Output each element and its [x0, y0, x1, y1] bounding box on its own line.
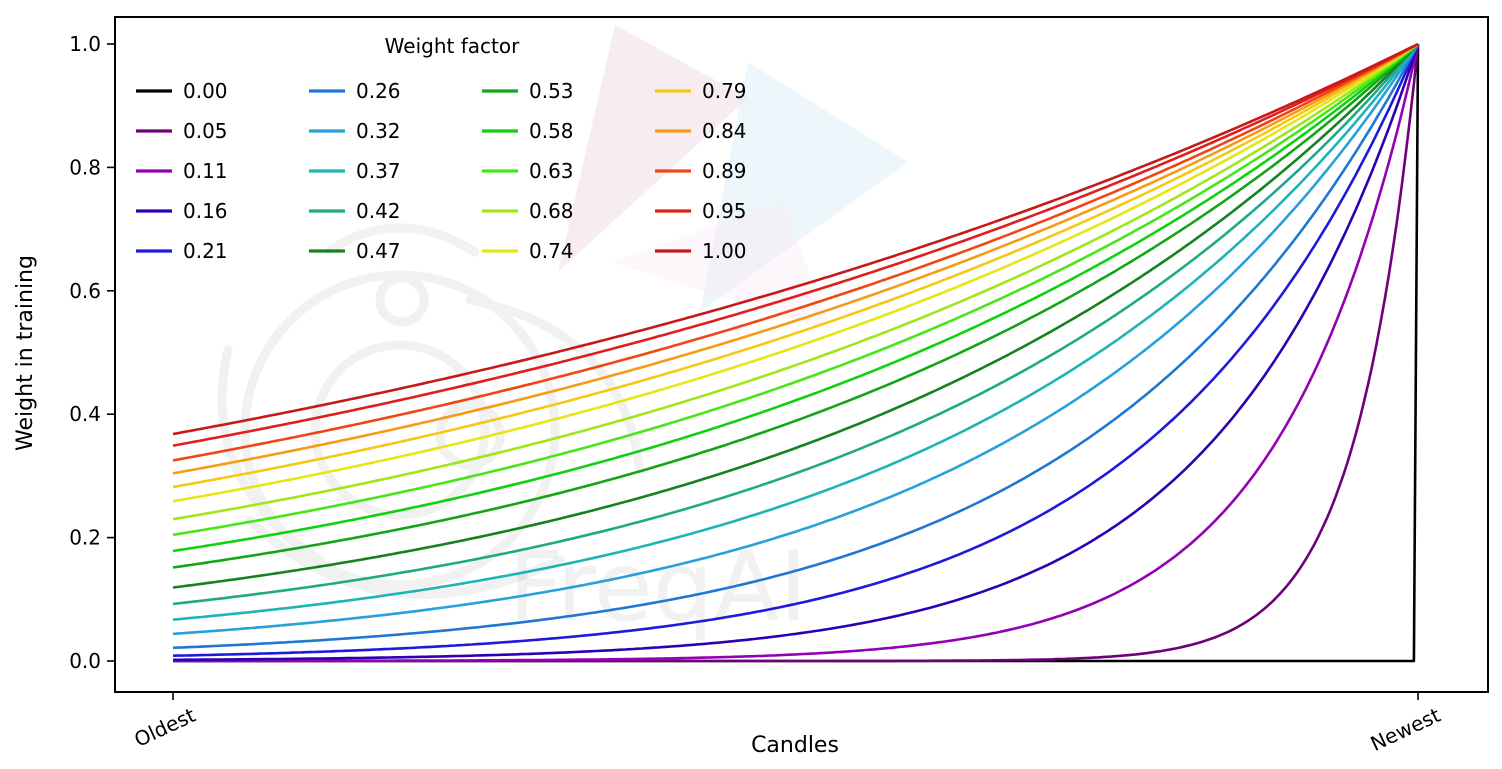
legend-label: 0.16 [183, 199, 228, 223]
legend-label: 1.00 [702, 239, 747, 263]
legend-item: 0.95 [655, 199, 747, 223]
y-tick-label: 1.0 [69, 32, 101, 56]
legend-label: 0.26 [356, 79, 401, 103]
legend-label: 0.32 [356, 119, 401, 143]
legend-item: 0.63 [482, 159, 574, 183]
legend-label: 0.53 [529, 79, 574, 103]
y-tick-label: 0.0 [69, 649, 101, 673]
watermark-text: FreqAI [508, 531, 808, 643]
legend-label: 0.84 [702, 119, 747, 143]
legend-item: 0.05 [136, 119, 228, 143]
legend-item: 0.26 [309, 79, 401, 103]
curve-0.42 [172, 43, 1419, 606]
plot-border [114, 16, 1489, 693]
x-tick-label: Newest [1367, 703, 1445, 756]
curve-1.00 [172, 42, 1419, 436]
legend-label: 0.79 [702, 79, 747, 103]
legend-item: 0.79 [655, 79, 747, 103]
curve-0.84 [172, 42, 1419, 475]
curve-0.16 [173, 43, 1420, 662]
freqai-watermark: FreqAI [217, 25, 908, 643]
legend-item: 0.32 [309, 119, 401, 143]
series-curves [172, 42, 1420, 663]
x-tick-label: Oldest [130, 703, 199, 752]
legend-item: 0.58 [482, 119, 574, 143]
curve-0.53 [172, 43, 1419, 569]
legend-label: 0.58 [529, 119, 574, 143]
legend-items: 0.00 0.05 0.11 0.16 0.21 0.26 0.32 0.37 0.42 0.47… [136, 79, 747, 263]
legend-item: 0.74 [482, 239, 574, 263]
legend-item: 0.42 [309, 199, 401, 223]
legend-label: 0.21 [183, 239, 228, 263]
legend-item: 0.47 [309, 239, 401, 263]
legend-label: 0.42 [356, 199, 401, 223]
legend-item: 0.21 [136, 239, 228, 263]
watermark-petal-pink [558, 25, 748, 272]
legend-label: 0.00 [183, 79, 228, 103]
legend-item: 0.37 [309, 159, 401, 183]
y-tick-label: 0.2 [69, 526, 101, 550]
legend-label: 0.68 [529, 199, 574, 223]
legend-label: 0.11 [183, 159, 228, 183]
curve-0.58 [172, 43, 1419, 553]
legend-label: 0.95 [702, 199, 747, 223]
curve-0.68 [172, 42, 1419, 521]
legend: Weight factor 0.000.050.110.160.210.260.… [136, 34, 747, 263]
curve-0.47 [172, 43, 1419, 589]
curve-0.21 [172, 43, 1420, 657]
legend-label: 0.47 [356, 239, 401, 263]
legend-label: 0.74 [529, 239, 574, 263]
curve-0.79 [172, 42, 1419, 489]
curve-0.95 [172, 42, 1419, 447]
curve-0.26 [172, 43, 1420, 650]
curve-0.63 [172, 42, 1419, 537]
curve-0.11 [173, 43, 1420, 663]
legend-label: 0.63 [529, 159, 574, 183]
x-axis-label: Candles [751, 733, 839, 758]
legend-label: 0.89 [702, 159, 747, 183]
legend-item: 0.00 [136, 79, 228, 103]
y-tick-label: 0.8 [69, 155, 101, 179]
watermark-petal-pink-2 [612, 202, 832, 332]
legend-label: 0.37 [356, 159, 401, 183]
curve-0.37 [172, 43, 1420, 621]
curve-0.89 [172, 42, 1419, 462]
y-axis-ticks: 0.0 0.2 0.4 0.6 0.8 1.0 [69, 32, 115, 673]
y-tick-label: 0.4 [69, 402, 101, 426]
legend-item: 0.84 [655, 119, 747, 143]
legend-title: Weight factor [385, 34, 520, 58]
y-axis-label: Weight in training [13, 255, 38, 451]
legend-item: 1.00 [655, 239, 747, 263]
curve-0.32 [172, 43, 1420, 636]
legend-item: 0.53 [482, 79, 574, 103]
legend-item: 0.11 [136, 159, 228, 183]
watermark-petal-blue [700, 62, 908, 312]
legend-item: 0.16 [136, 199, 228, 223]
legend-label: 0.05 [183, 119, 228, 143]
curve-0.74 [172, 42, 1419, 503]
legend-item: 0.89 [655, 159, 747, 183]
y-tick-label: 0.6 [69, 279, 101, 303]
legend-item: 0.68 [482, 199, 574, 223]
